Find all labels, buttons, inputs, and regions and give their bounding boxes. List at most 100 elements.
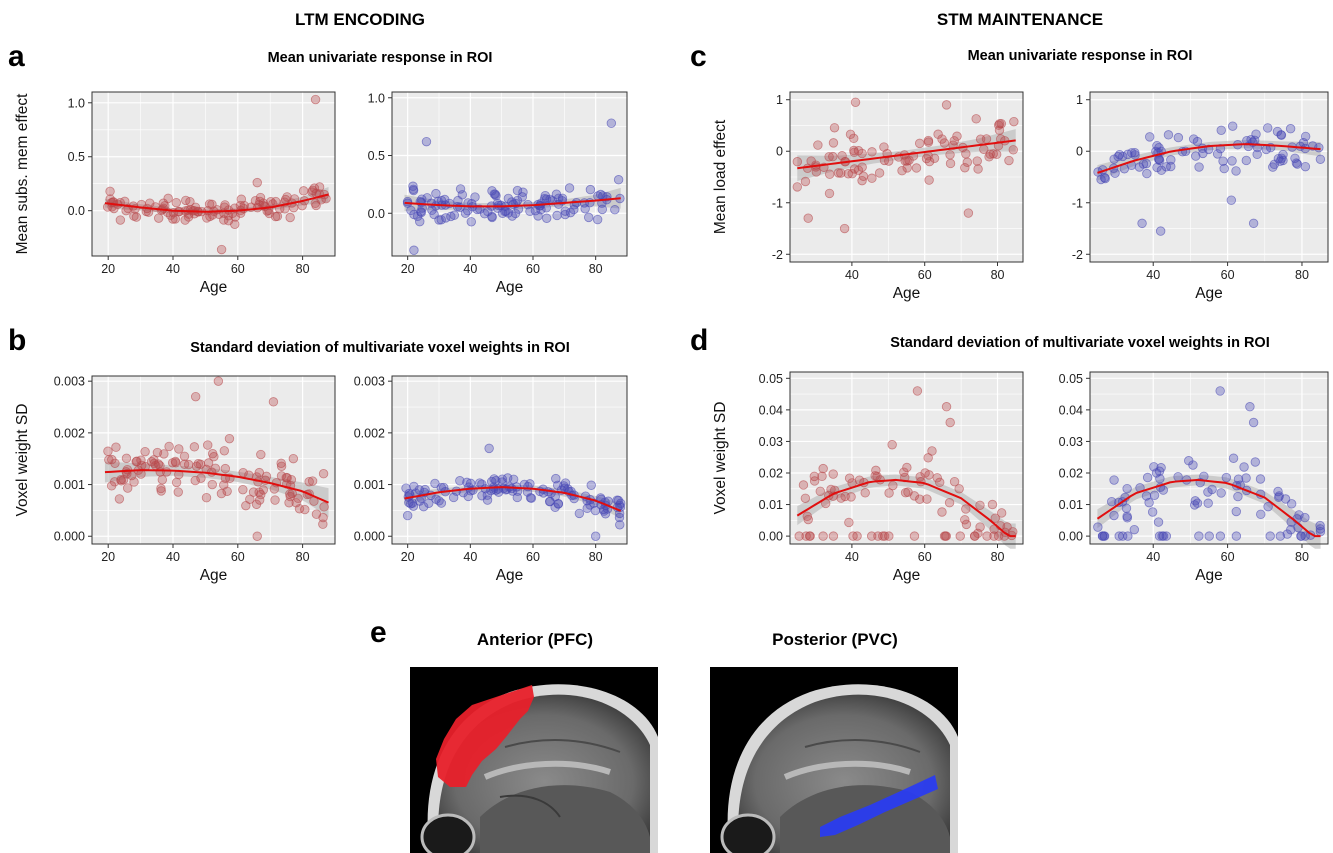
x-axis-label: Age	[893, 567, 921, 584]
data-point	[945, 158, 956, 169]
data-point	[844, 517, 854, 528]
data-point	[1009, 116, 1019, 127]
data-point	[944, 498, 955, 508]
y-tick-label: 0.002	[354, 426, 385, 440]
data-point	[593, 191, 603, 201]
data-point	[256, 449, 266, 460]
panel-letter-a: a	[8, 40, 25, 73]
data-point	[900, 487, 911, 498]
data-point	[803, 514, 813, 525]
data-point	[304, 477, 314, 487]
chart-c-anterior: 40 60 80 -2 -1 0 1 Age Mean load effect	[712, 91, 1024, 302]
data-point	[1248, 218, 1259, 229]
data-point	[909, 531, 920, 541]
y-tick-label: 0.000	[354, 530, 385, 544]
data-point	[1261, 144, 1271, 155]
x-tick-label: 60	[1221, 550, 1235, 564]
data-point	[252, 531, 262, 541]
y-tick-label: 0.003	[354, 375, 385, 389]
data-point	[216, 488, 227, 499]
data-point	[1221, 472, 1232, 483]
data-point	[871, 465, 881, 476]
data-point	[867, 147, 877, 157]
y-tick-label: 0.05	[1059, 372, 1083, 386]
panel-d-title: Standard deviation of multivariate voxel…	[890, 335, 1270, 351]
data-point	[224, 433, 235, 444]
data-point	[121, 453, 132, 464]
data-point	[1315, 154, 1326, 164]
y-axis-label: Voxel weight SD	[14, 404, 31, 517]
data-point	[1173, 472, 1183, 482]
data-point	[1315, 524, 1326, 534]
x-tick-label: 80	[589, 550, 603, 564]
data-point	[1285, 124, 1296, 134]
data-point	[414, 485, 425, 495]
data-point	[216, 244, 227, 255]
data-point	[836, 168, 846, 178]
data-point	[310, 94, 321, 105]
y-tick-label: 0.02	[759, 466, 783, 480]
data-point	[298, 186, 309, 196]
data-point	[945, 417, 955, 428]
y-tick-label: -2	[772, 248, 783, 262]
data-point	[436, 215, 446, 225]
data-point	[824, 152, 834, 162]
data-point	[798, 480, 809, 490]
data-point	[145, 198, 155, 208]
y-tick-label: -1	[772, 196, 783, 210]
data-point	[1184, 456, 1194, 466]
data-point	[416, 206, 426, 217]
x-axis-label: Age	[893, 285, 921, 302]
panel-a-title: Mean univariate response in ROI	[267, 50, 493, 66]
data-point	[552, 210, 562, 221]
data-point	[201, 492, 212, 503]
x-tick-label: 60	[526, 262, 540, 276]
fit-line	[104, 193, 329, 213]
data-point	[828, 151, 838, 162]
data-point	[462, 477, 472, 488]
data-point	[204, 199, 215, 209]
y-tick-label: 0.01	[759, 498, 783, 512]
data-point	[1268, 162, 1278, 172]
data-point	[1097, 531, 1108, 541]
y-tick-label: 0.00	[759, 530, 783, 544]
data-point	[922, 494, 932, 504]
x-tick-label: 80	[1295, 268, 1309, 282]
data-point	[843, 169, 853, 179]
data-point	[1215, 531, 1226, 541]
data-point	[429, 209, 439, 220]
data-point	[252, 177, 262, 188]
data-point	[866, 531, 877, 541]
x-tick-label: 60	[918, 550, 932, 564]
data-point	[1292, 159, 1303, 169]
data-point	[1239, 462, 1249, 472]
x-axis-label: Age	[200, 279, 228, 296]
data-point	[887, 440, 897, 450]
data-point	[1106, 497, 1117, 507]
x-axis-label: Age	[1195, 285, 1223, 302]
data-point	[319, 502, 329, 512]
plot-border	[391, 91, 628, 257]
data-point	[1191, 151, 1201, 161]
data-point	[1227, 156, 1237, 166]
data-point	[1248, 417, 1259, 428]
data-point	[106, 481, 117, 491]
data-point	[463, 491, 473, 502]
data-point	[897, 166, 907, 176]
x-axis-label: Age	[496, 279, 524, 296]
y-tick-label: 0.02	[1059, 466, 1083, 480]
data-point	[157, 475, 168, 485]
data-point	[190, 391, 201, 402]
data-point	[282, 192, 292, 202]
data-point	[805, 531, 815, 541]
data-point	[219, 215, 229, 225]
data-point	[792, 182, 802, 192]
data-point	[850, 97, 861, 108]
data-point	[979, 144, 989, 154]
posterior-pvc-label: Posterior (PVC)	[772, 630, 898, 649]
data-point	[853, 165, 864, 175]
data-point	[1298, 138, 1309, 148]
data-point	[270, 495, 280, 505]
data-point	[455, 476, 465, 486]
data-point	[294, 504, 305, 514]
